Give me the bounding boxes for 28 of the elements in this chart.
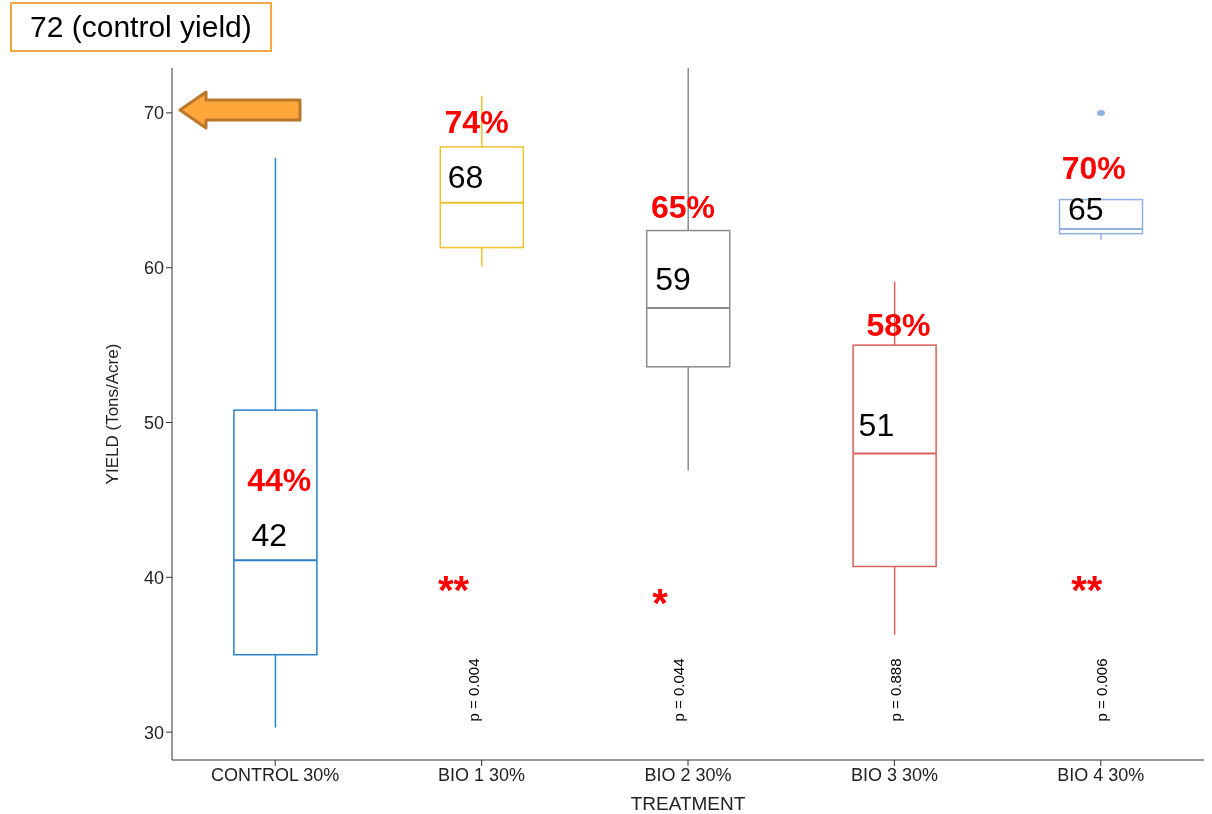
annotation: p = 0.004 xyxy=(465,658,483,722)
y-tick-label: 70 xyxy=(143,103,164,124)
annotation: ** xyxy=(438,568,470,612)
y-tick-label: 40 xyxy=(143,567,164,588)
annotation: p = 0.006 xyxy=(1093,658,1111,722)
x-tick-label: BIO 2 30% xyxy=(644,764,732,785)
annotation: 65 xyxy=(1068,191,1104,227)
y-tick-label: 50 xyxy=(143,412,164,433)
annotation: 44% xyxy=(247,462,312,498)
x-tick-label: BIO 4 30% xyxy=(1057,764,1145,785)
annotation: * xyxy=(652,581,669,625)
annotation: 70% xyxy=(1061,150,1126,186)
x-tick-label: BIO 3 30% xyxy=(850,764,938,785)
annotation: 65% xyxy=(650,189,716,225)
annotation: 51 xyxy=(858,407,895,443)
y-tick-label: 30 xyxy=(143,722,164,743)
x-tick-label: BIO 1 30% xyxy=(438,764,526,785)
y-axis-title: YIELD (Tons/Acre) xyxy=(103,343,123,485)
x-axis-title: TREATMENT xyxy=(630,793,746,814)
y-tick-label: 60 xyxy=(143,258,164,279)
annotation: 59 xyxy=(655,261,691,297)
annotation: p = 0.044 xyxy=(669,658,687,722)
annotation: p = 0.888 xyxy=(886,658,904,722)
annotation: ** xyxy=(1071,568,1103,612)
annotation: 68 xyxy=(447,159,484,195)
x-tick-label: CONTROL 30% xyxy=(211,764,340,785)
annotation: 42 xyxy=(251,517,287,553)
text: 72 (control yield) xyxy=(10,2,272,52)
